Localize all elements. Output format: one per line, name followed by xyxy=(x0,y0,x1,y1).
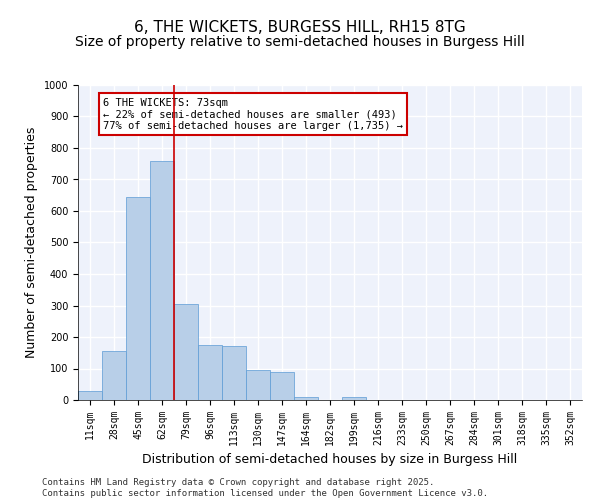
Y-axis label: Number of semi-detached properties: Number of semi-detached properties xyxy=(25,127,38,358)
Bar xyxy=(198,345,222,400)
Bar xyxy=(342,397,366,400)
Bar xyxy=(246,370,270,400)
Text: 6 THE WICKETS: 73sqm
← 22% of semi-detached houses are smaller (493)
77% of semi: 6 THE WICKETS: 73sqm ← 22% of semi-detac… xyxy=(103,98,403,131)
Bar xyxy=(294,397,318,400)
Bar xyxy=(174,304,198,400)
Bar xyxy=(126,197,150,400)
Bar xyxy=(102,351,126,400)
Bar xyxy=(150,160,174,400)
Bar xyxy=(270,372,294,400)
Bar xyxy=(78,390,102,400)
Bar xyxy=(222,346,246,400)
Text: Contains HM Land Registry data © Crown copyright and database right 2025.
Contai: Contains HM Land Registry data © Crown c… xyxy=(42,478,488,498)
Text: Size of property relative to semi-detached houses in Burgess Hill: Size of property relative to semi-detach… xyxy=(75,35,525,49)
Text: 6, THE WICKETS, BURGESS HILL, RH15 8TG: 6, THE WICKETS, BURGESS HILL, RH15 8TG xyxy=(134,20,466,35)
X-axis label: Distribution of semi-detached houses by size in Burgess Hill: Distribution of semi-detached houses by … xyxy=(142,454,518,466)
